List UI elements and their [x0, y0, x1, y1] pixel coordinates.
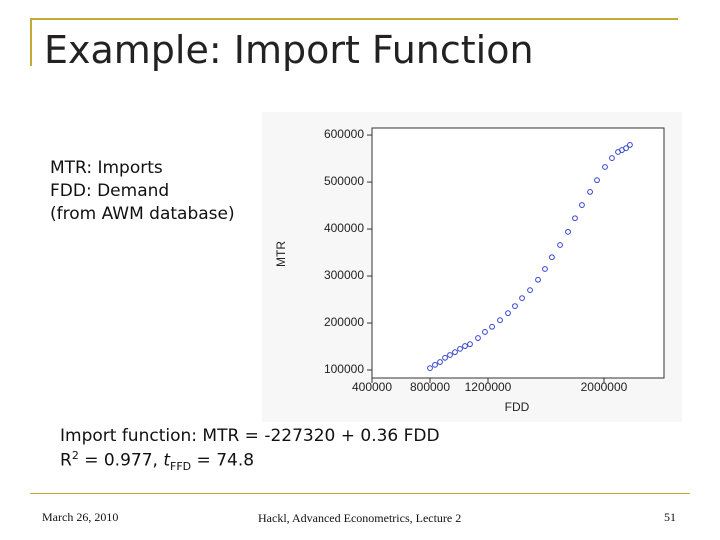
point: [594, 177, 600, 184]
point: [609, 155, 615, 161]
text: = 74.8: [191, 450, 255, 471]
point: [447, 352, 453, 358]
text: 2: [71, 449, 79, 462]
x-tick-label: 400000: [352, 380, 392, 394]
y-tick-label: 500000: [324, 174, 364, 188]
point: [565, 228, 571, 235]
point: [549, 254, 555, 261]
point: [497, 317, 503, 324]
y-axis-label: MTR: [274, 241, 288, 267]
text: R: [60, 450, 72, 471]
text: FFD: [170, 460, 192, 474]
point: [557, 242, 563, 248]
note: (from AWM database): [50, 204, 235, 224]
point: [519, 295, 525, 302]
text: t: [163, 450, 171, 471]
point: [512, 303, 518, 310]
y-tick-label: 400000: [324, 221, 364, 235]
point: [452, 349, 458, 356]
point: [462, 343, 468, 349]
footer-date: March 26, 2010: [42, 510, 119, 524]
title-rule-vertical: [30, 18, 32, 66]
footer-center: Hackl, Advanced Econometrics, Lecture 2: [258, 511, 462, 525]
x-tick-label: 1200000: [465, 380, 512, 394]
y-tick-label: 300000: [324, 268, 364, 282]
point: [602, 164, 608, 170]
note: MTR: Imports: [50, 158, 163, 178]
page-number: 51: [664, 510, 676, 524]
title-rule: [30, 18, 678, 20]
point: [467, 341, 473, 348]
point: [442, 354, 448, 361]
point: [489, 323, 495, 330]
point: [542, 266, 548, 272]
y-tick-label: 600000: [324, 127, 364, 141]
point: [623, 145, 629, 152]
point: [437, 359, 443, 365]
point: [427, 365, 433, 372]
y-tick-label: 200000: [324, 315, 364, 329]
notes: MTR: Imports FDD: Demand (from AWM datab…: [50, 157, 235, 226]
point: [587, 189, 593, 195]
point: [535, 276, 541, 283]
footer-rule: [30, 493, 690, 494]
point: [579, 202, 585, 208]
point: [572, 215, 578, 222]
x-tick-label: 800000: [410, 380, 450, 394]
chart: MTR FDD 100000 200000 300000 400000 500000 60…: [262, 112, 682, 422]
x-axis-label: FDD: [505, 400, 530, 414]
x-tick-label: 2000000: [581, 380, 628, 394]
equation: Import function: MTR = -227320 + 0.36 FD…: [60, 426, 440, 446]
point: [475, 335, 481, 341]
point: [457, 345, 463, 352]
point: [527, 287, 533, 294]
plot-area: [371, 127, 665, 379]
point: [432, 361, 438, 368]
point: [505, 310, 511, 317]
note: FDD: Demand: [50, 181, 170, 201]
point: [482, 329, 488, 335]
slide-title: Example: Import Function: [44, 28, 534, 72]
stats: R2 = 0.977, tFFD = 74.8: [60, 449, 254, 473]
y-tick-label: 100000: [324, 362, 364, 376]
point: [627, 142, 633, 148]
text: = 0.977,: [78, 450, 164, 471]
